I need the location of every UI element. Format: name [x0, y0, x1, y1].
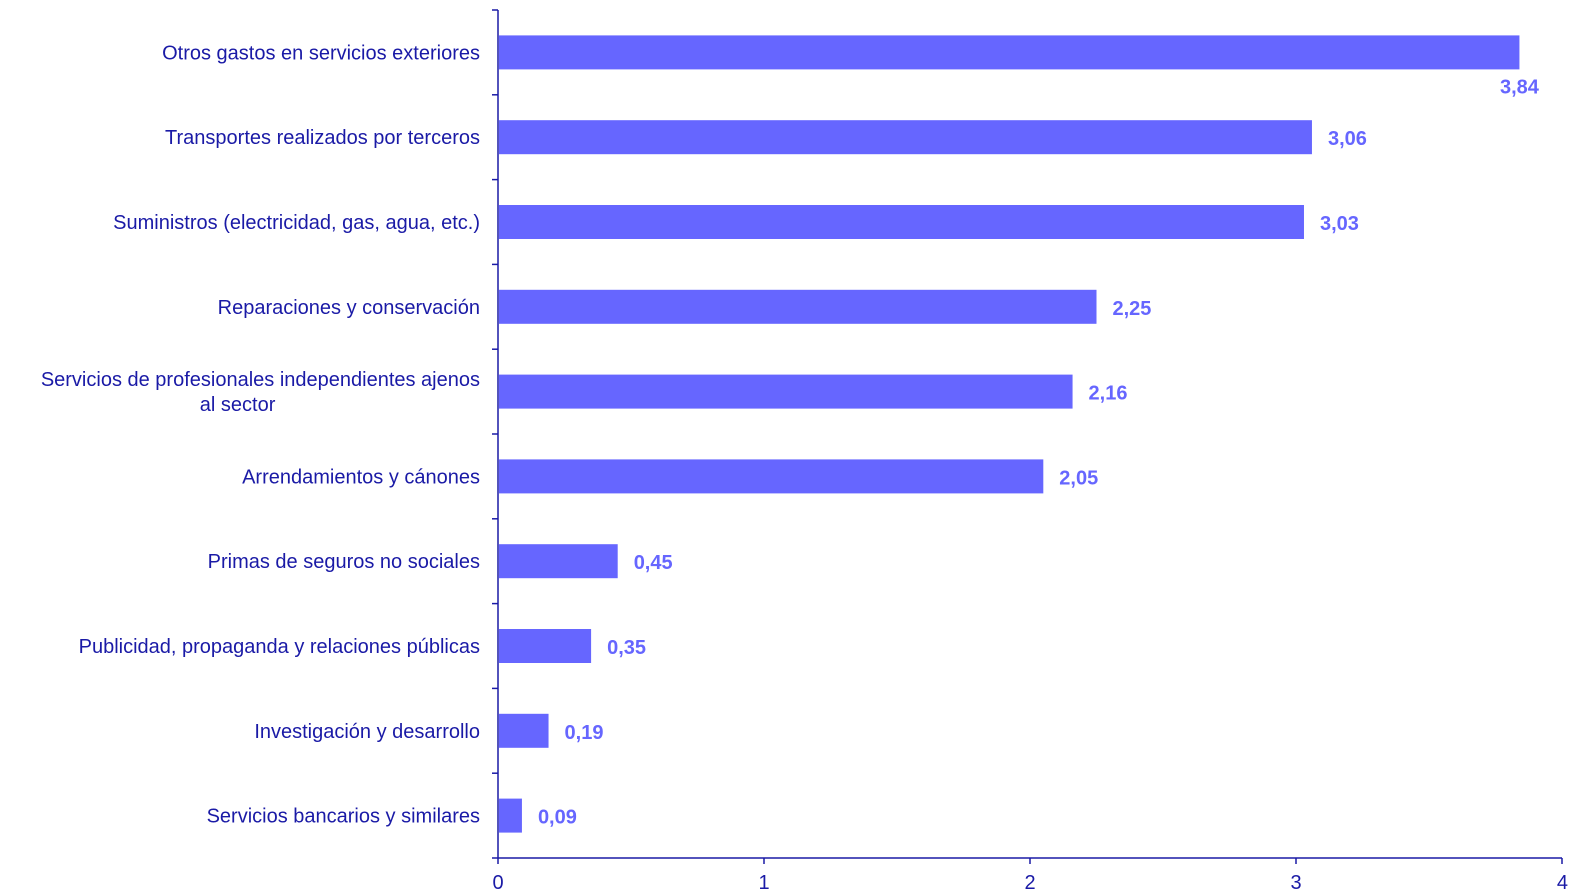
bar: [499, 374, 1073, 409]
category-label: Reparaciones y conservación: [218, 297, 480, 319]
category-label: Servicios de profesionales independiente…: [41, 369, 480, 416]
value-label: 2,16: [1089, 383, 1128, 405]
value-label: 2,25: [1113, 298, 1152, 320]
value-label: 0,19: [565, 722, 604, 744]
value-label: 3,84: [1500, 76, 1540, 98]
bar: [499, 544, 618, 579]
bar: [499, 798, 522, 833]
labels: 0 1 2 3 4 Otros gastos en servicios exteriore…: [41, 42, 1568, 893]
axes: [492, 9, 1563, 864]
category-label: Arrendamientos y cánones: [242, 466, 480, 488]
bar: [499, 713, 549, 748]
value-label: 0,45: [634, 552, 673, 574]
bars: [499, 35, 1520, 833]
bar: [499, 35, 1520, 70]
bar: [499, 120, 1312, 155]
category-label: Otros gastos en servicios exteriores: [162, 42, 480, 64]
value-label: 0,35: [607, 637, 646, 659]
x-tick-label: 3: [1290, 872, 1301, 893]
x-tick-label: 4: [1557, 872, 1568, 893]
bar: [499, 205, 1304, 239]
category-label: Servicios bancarios y similares: [207, 806, 480, 828]
category-label: Investigación y desarrollo: [254, 721, 480, 743]
bar: [499, 629, 592, 663]
x-tick-label: 0: [492, 872, 503, 893]
x-tick-label: 2: [1024, 872, 1035, 893]
category-label: Publicidad, propaganda y relaciones públ…: [79, 636, 480, 658]
value-label: 0,09: [538, 807, 577, 829]
value-label: 3,03: [1320, 213, 1359, 235]
category-label: Primas de seguros no sociales: [208, 551, 480, 573]
value-label: 3,06: [1328, 128, 1367, 150]
category-label: Transportes realizados por terceros: [165, 127, 480, 149]
category-label: Suministros (electricidad, gas, agua, et…: [113, 212, 480, 234]
bar: [499, 289, 1097, 324]
bar: [499, 459, 1044, 494]
value-label: 2,05: [1059, 467, 1098, 489]
x-tick-label: 1: [758, 872, 769, 893]
